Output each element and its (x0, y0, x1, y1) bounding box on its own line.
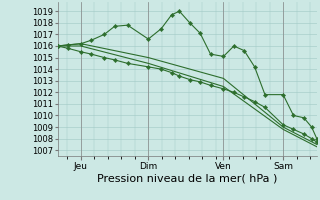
X-axis label: Pression niveau de la mer( hPa ): Pression niveau de la mer( hPa ) (97, 173, 277, 183)
